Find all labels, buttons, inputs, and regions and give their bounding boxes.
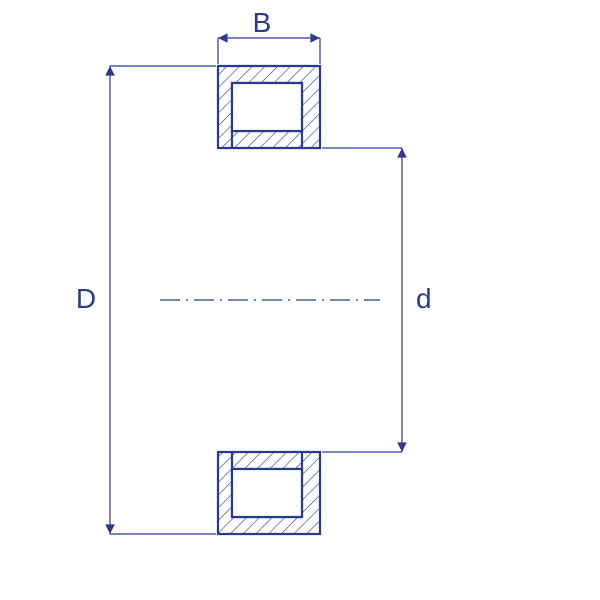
bearing-cross-section-diagram: Dd B: [0, 0, 600, 600]
dim-B-label: B: [253, 7, 272, 38]
dim-D-label: D: [76, 283, 96, 314]
dim-d-label: d: [416, 283, 432, 314]
top-roller: [232, 83, 302, 131]
bottom-roller: [232, 469, 302, 517]
